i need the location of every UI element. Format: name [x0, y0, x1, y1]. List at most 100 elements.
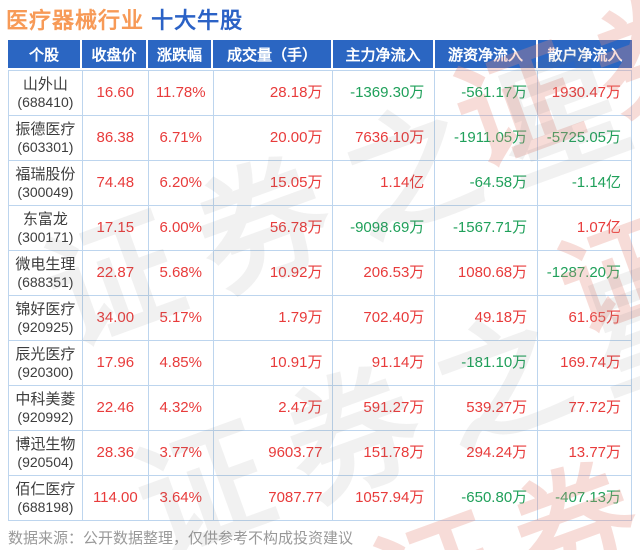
- change-pct: 4.85%: [148, 341, 214, 386]
- stock-name: 佰仁医疗: [15, 481, 76, 499]
- hot-money-inflow: 294.24万: [435, 431, 539, 476]
- stock-cell: 锦好医疗 (920925): [9, 296, 83, 341]
- stock-code: (920504): [17, 453, 74, 470]
- change-pct: 5.17%: [148, 296, 214, 341]
- main-inflow: 151.78万: [333, 431, 436, 476]
- stock-name: 福瑞股份: [15, 166, 76, 184]
- stock-cell: 佰仁医疗 (688198): [9, 476, 83, 521]
- change-pct: 3.64%: [148, 476, 214, 521]
- stock-code: (920925): [17, 318, 74, 335]
- close-price: 28.36: [82, 431, 149, 476]
- volume: 20.00万: [213, 116, 334, 161]
- table-row: 佰仁医疗 (688198) 114.00 3.64% 7087.77 1057.94万 -6…: [9, 476, 633, 521]
- stocks-table: 个股 收盘价 涨跌幅 成交量（手） 主力净流入 游资净流入 散户净流入 山外山 (688410…: [8, 40, 633, 521]
- close-price: 34.00: [82, 296, 149, 341]
- close-price: 74.48: [82, 161, 149, 206]
- column-header: 散户净流入: [538, 40, 632, 68]
- table-row: 辰光医疗 (920300) 17.96 4.85% 10.91万 91.14万 -181.1…: [9, 341, 633, 386]
- close-price: 17.15: [82, 206, 149, 251]
- volume: 1.79万: [213, 296, 334, 341]
- stock-cell: 中科美菱 (920992): [9, 386, 83, 431]
- change-pct: 6.71%: [148, 116, 214, 161]
- stock-name: 锦好医疗: [15, 301, 76, 319]
- table-row: 东富龙 (300171) 17.15 6.00% 56.78万 -9098.69万 -156…: [9, 206, 633, 251]
- table-row: 福瑞股份 (300049) 74.48 6.20% 15.05万 1.14亿 -64.58万…: [9, 161, 633, 206]
- hot-money-inflow: 49.18万: [435, 296, 539, 341]
- stock-code: (688351): [17, 273, 74, 290]
- retail-inflow: -1287.20万: [538, 251, 633, 296]
- retail-inflow: 169.74万: [538, 341, 633, 386]
- stock-name: 微电生理: [15, 256, 76, 274]
- close-price: 16.60: [82, 71, 149, 116]
- close-price: 86.38: [82, 116, 149, 161]
- hot-money-inflow: -1567.71万: [435, 206, 539, 251]
- data-source-note: 数据来源：公开数据整理，仅供参考不构成投资建议: [8, 530, 354, 547]
- main-inflow: 7636.10万: [333, 116, 436, 161]
- retail-inflow: -407.13万: [538, 476, 633, 521]
- table-row: 博迅生物 (920504) 28.36 3.77% 9603.77 151.78万 294.…: [9, 431, 633, 476]
- change-pct: 11.78%: [148, 71, 214, 116]
- hot-money-inflow: -64.58万: [435, 161, 539, 206]
- hot-money-inflow: -181.10万: [435, 341, 539, 386]
- hot-money-inflow: -650.80万: [435, 476, 539, 521]
- main-inflow: -1369.30万: [333, 71, 436, 116]
- page-title: 医疗器械行业 十大牛股: [6, 3, 243, 35]
- retail-inflow: 1.07亿: [538, 206, 633, 251]
- stock-cell: 微电生理 (688351): [9, 251, 83, 296]
- table-body: 山外山 (688410) 16.60 11.78% 28.18万 -1369.30万 -56…: [8, 70, 633, 521]
- stock-code: (688198): [17, 498, 74, 515]
- stock-cell: 振德医疗 (603301): [9, 116, 83, 161]
- volume: 10.91万: [213, 341, 334, 386]
- column-header: 主力净流入: [333, 40, 435, 68]
- stock-name: 辰光医疗: [15, 346, 76, 364]
- retail-inflow: 77.72万: [538, 386, 633, 431]
- table-row: 锦好医疗 (920925) 34.00 5.17% 1.79万 702.40万 49.18万…: [9, 296, 633, 341]
- stock-name: 博迅生物: [15, 436, 76, 454]
- change-pct: 6.20%: [148, 161, 214, 206]
- stock-name: 东富龙: [22, 211, 68, 229]
- main-inflow: 91.14万: [333, 341, 436, 386]
- hot-money-inflow: 1080.68万: [435, 251, 539, 296]
- stock-cell: 辰光医疗 (920300): [9, 341, 83, 386]
- retail-inflow: 1930.47万: [538, 71, 633, 116]
- table-header: 个股 收盘价 涨跌幅 成交量（手） 主力净流入 游资净流入 散户净流入: [8, 40, 632, 68]
- column-header: 个股: [8, 40, 82, 68]
- column-header: 涨跌幅: [148, 40, 213, 68]
- close-price: 22.87: [82, 251, 149, 296]
- stock-name: 中科美菱: [15, 391, 76, 409]
- stock-code: (300171): [17, 228, 74, 245]
- close-price: 114.00: [82, 476, 149, 521]
- hot-money-inflow: -561.17万: [435, 71, 539, 116]
- table-row: 中科美菱 (920992) 22.46 4.32% 2.47万 591.27万 539.27…: [9, 386, 633, 431]
- column-header: 游资净流入: [435, 40, 538, 68]
- main-inflow: 702.40万: [333, 296, 436, 341]
- stock-cell: 东富龙 (300171): [9, 206, 83, 251]
- main-inflow: 1.14亿: [333, 161, 436, 206]
- volume: 2.47万: [213, 386, 334, 431]
- volume: 10.92万: [213, 251, 334, 296]
- stock-cell: 博迅生物 (920504): [9, 431, 83, 476]
- stock-name: 山外山: [22, 76, 68, 94]
- volume: 28.18万: [213, 71, 334, 116]
- volume: 7087.77: [213, 476, 334, 521]
- volume: 9603.77: [213, 431, 334, 476]
- close-price: 22.46: [82, 386, 149, 431]
- stock-code: (688410): [17, 93, 74, 110]
- column-header: 成交量（手）: [213, 40, 333, 68]
- retail-inflow: 13.77万: [538, 431, 633, 476]
- stock-cell: 山外山 (688410): [9, 71, 83, 116]
- change-pct: 4.32%: [148, 386, 214, 431]
- hot-money-inflow: 539.27万: [435, 386, 539, 431]
- stock-code: (300049): [17, 183, 74, 200]
- main-inflow: 1057.94万: [333, 476, 436, 521]
- change-pct: 3.77%: [148, 431, 214, 476]
- stock-code: (603301): [17, 138, 74, 155]
- retail-inflow: -5725.05万: [538, 116, 633, 161]
- main-inflow: 206.53万: [333, 251, 436, 296]
- page-title-industry: 医疗器械行业: [6, 8, 145, 33]
- stock-name: 振德医疗: [15, 121, 76, 139]
- close-price: 17.96: [82, 341, 149, 386]
- stock-code: (920300): [17, 363, 74, 380]
- table-row: 山外山 (688410) 16.60 11.78% 28.18万 -1369.30万 -56…: [9, 71, 633, 116]
